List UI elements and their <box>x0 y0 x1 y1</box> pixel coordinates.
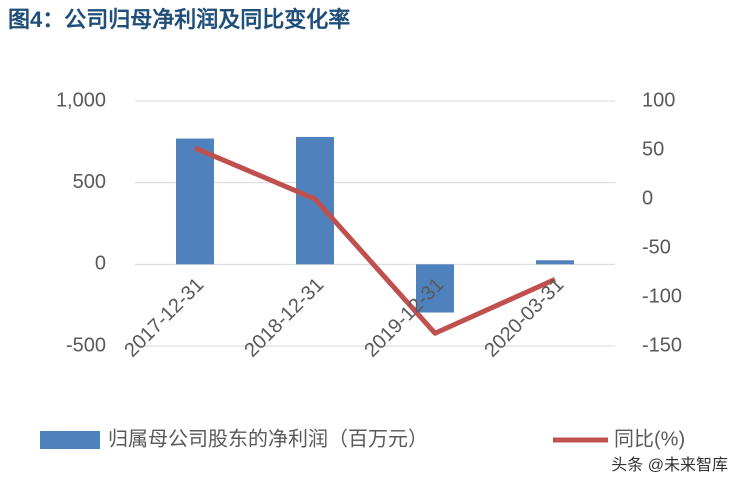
chart-title: 图4：公司归母净利润及同比变化率 <box>8 7 350 32</box>
y2-tick-label: -100 <box>642 285 682 307</box>
x-tick-label: 2019-12-31 <box>360 274 448 362</box>
bar <box>536 260 574 265</box>
y2-tick-label: 0 <box>642 187 653 209</box>
y-tick-label: -500 <box>66 334 106 356</box>
y2-tick-label: 50 <box>642 138 664 160</box>
watermark: 头条 @未来智库 <box>611 456 728 474</box>
y2-tick-label: -150 <box>642 334 682 356</box>
line <box>194 145 557 336</box>
x-tick-label: 2020-03-31 <box>480 274 568 362</box>
x-tick-label: 2017-12-31 <box>120 274 208 362</box>
y2-tick-label: 100 <box>642 89 675 111</box>
x-tick-label: 2018-12-31 <box>240 274 328 362</box>
y-tick-label: 500 <box>73 171 106 193</box>
y-tick-label: 1,000 <box>56 89 106 111</box>
bar <box>416 264 454 313</box>
legend-label: 归属母公司股东的净利润（百万元） <box>108 427 428 450</box>
legend-swatch <box>40 431 100 449</box>
y2-tick-label: -50 <box>642 236 671 258</box>
y-tick-label: 0 <box>95 253 106 275</box>
bar <box>176 138 214 265</box>
legend-label: 同比(%) <box>614 427 685 450</box>
